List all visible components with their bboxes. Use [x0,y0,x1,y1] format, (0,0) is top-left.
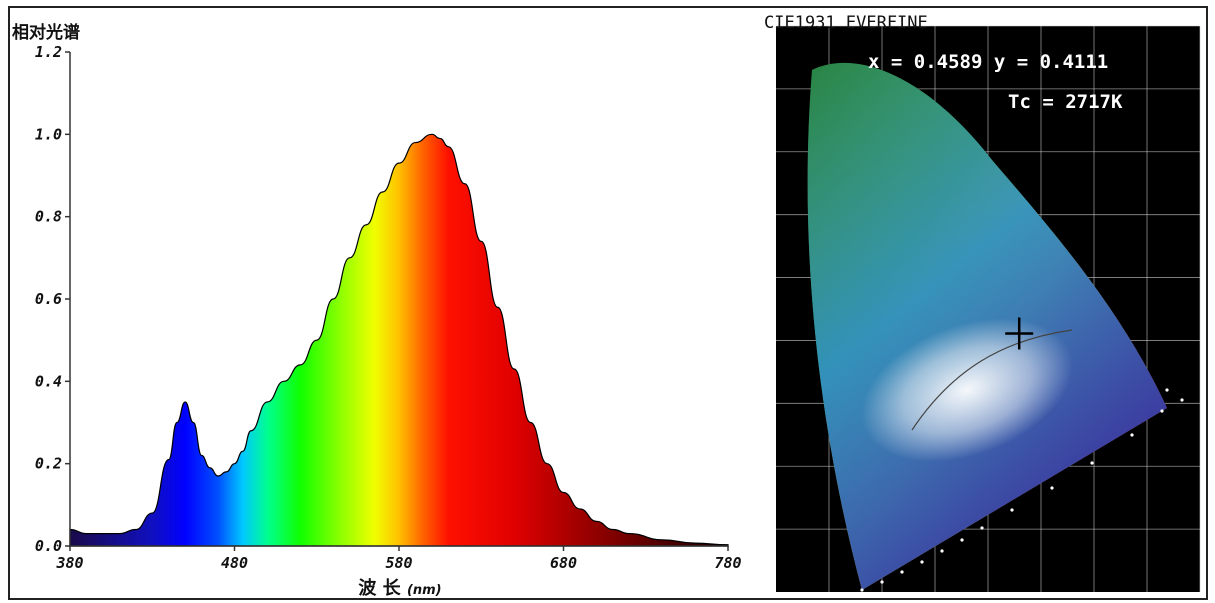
x-tick-label: 680 [550,554,577,572]
xy-readout: x = 0.4589 y = 0.4111 [868,51,1108,73]
x-tick-label: 480 [221,554,248,572]
y-axis: 0.0 0.2 0.4 0.6 0.8 1.0 1.2 [35,43,70,555]
chart-title: 相对光谱 [12,22,80,43]
locus-tick [1090,461,1094,465]
x-axis-label: 波 长 (nm) [358,577,441,599]
y-tick-label: 0.6 [35,290,62,308]
locus-tick [1180,398,1184,402]
x-tick-label: 380 [55,554,83,572]
figure-frame [8,6,1208,600]
locus-tick [960,538,964,542]
locus-tick [860,588,864,592]
locus-tick [900,570,904,574]
y-tick-label: 0.0 [35,537,62,555]
x-axis-label-text: 波 长 [358,577,401,599]
x-tick-label: 780 [714,554,741,572]
x-axis: 380 480 580 680 780 [55,546,742,572]
locus-tick [880,580,884,584]
locus-tick [980,526,984,530]
cie-diagram-panel: CIE1931 EVERFINE x = 0.4589 y = 0.4111 T… [762,10,1208,600]
spectrum-chart: 相对光谱 0.0 0.2 0.4 0.6 0.8 1.0 1.2 380 480 580 680 7… [12,22,742,599]
tc-readout: Tc = 2717K [1008,91,1123,113]
x-tick-label: 580 [385,554,412,572]
planckian-locus [911,329,1073,431]
locus-tick [920,560,924,564]
locus-tick [1050,486,1054,490]
cie-title: CIE1931 EVERFINE [764,13,928,33]
spectrum-area [69,133,729,547]
y-tick-label: 0.8 [35,208,62,226]
locus-tick [1010,508,1014,512]
y-tick-label: 1.0 [35,125,62,143]
y-tick-label: 1.2 [35,43,62,61]
y-tick-label: 0.2 [35,455,62,473]
cie-diagram: CIE1931 EVERFINE x = 0.4589 y = 0.4111 T… [764,13,1201,592]
chromaticity-point [1005,317,1034,350]
locus-tick [1160,409,1164,413]
locus-tick [1130,433,1134,437]
locus-tick [940,549,944,553]
x-axis-unit: (nm) [407,583,442,598]
y-tick-label: 0.4 [35,372,62,390]
edge-ticks [860,388,1184,592]
locus-tick [1165,388,1169,392]
